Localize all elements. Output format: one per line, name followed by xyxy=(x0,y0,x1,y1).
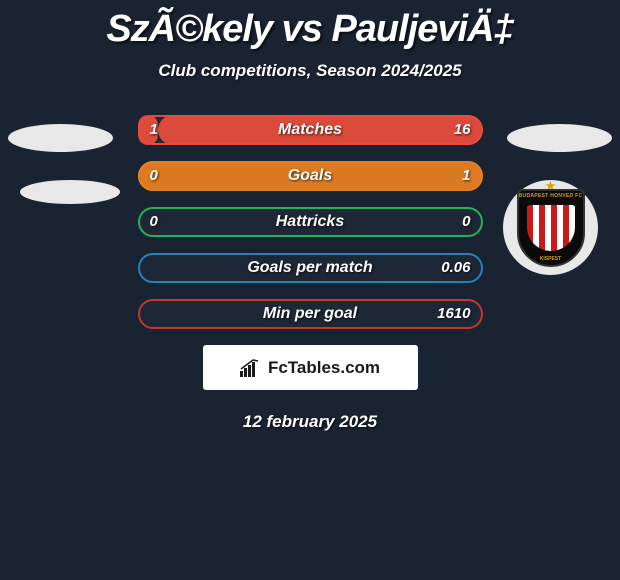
stat-label: Hattricks xyxy=(138,207,483,237)
stat-value-right: 16 xyxy=(454,115,471,145)
stat-label: Goals xyxy=(138,161,483,191)
stat-label: Matches xyxy=(138,115,483,145)
branding-badge: FcTables.com xyxy=(203,345,418,390)
stat-row: Hattricks0 0 xyxy=(138,207,483,237)
stat-value-right: 0 xyxy=(462,207,470,237)
stat-value-right: 1 xyxy=(462,161,470,191)
stat-row: Min per goal1610 xyxy=(138,299,483,329)
stat-row: Goals per match0.06 xyxy=(138,253,483,283)
branding-text: FcTables.com xyxy=(268,358,380,378)
stat-row: Goals0 1 xyxy=(138,161,483,191)
stat-row: Matches1 16 xyxy=(138,115,483,145)
footer-date: 12 february 2025 xyxy=(0,412,620,432)
chart-icon xyxy=(240,359,262,377)
page-title: SzÃ©kely vs PauljeviÄ‡ xyxy=(0,0,620,51)
stat-value-left: 0 xyxy=(150,207,158,237)
stats-container: Matches116Goals01Hattricks00Goals per ma… xyxy=(0,115,620,329)
subtitle: Club competitions, Season 2024/2025 xyxy=(0,61,620,81)
stat-label: Goals per match xyxy=(138,253,483,283)
stat-value-left: 1 xyxy=(150,115,158,145)
stat-value-right: 1610 xyxy=(437,299,470,329)
stat-value-right: 0.06 xyxy=(441,253,470,283)
stat-label: Min per goal xyxy=(138,299,483,329)
stat-value-left: 0 xyxy=(150,161,158,191)
